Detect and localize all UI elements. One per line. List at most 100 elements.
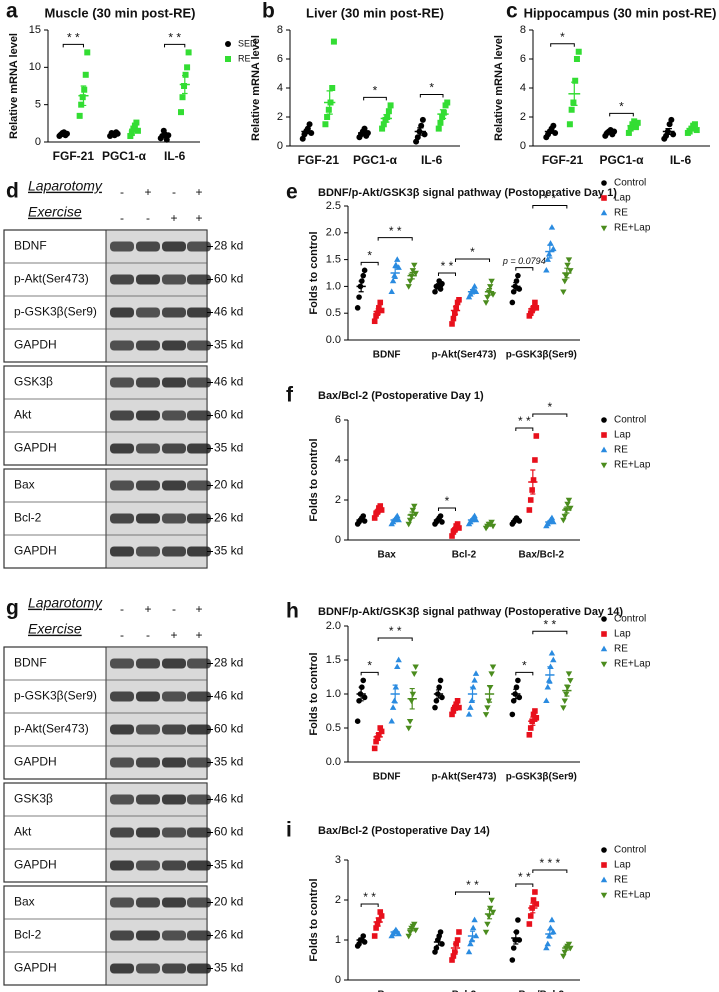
data-point [471,283,478,289]
data-point [419,116,426,123]
y-tick-label: 1.0 [326,280,341,292]
data-point [405,521,412,528]
blot-band [162,963,186,974]
data-point [486,905,494,912]
data-point [543,944,550,951]
protein-label: GAPDH [14,755,57,769]
data-point [374,735,381,741]
error-bar [564,267,570,279]
legend-marker [600,462,608,469]
data-point [567,268,574,274]
data-point [329,85,336,91]
legend-label: SED [238,38,257,48]
data-point [561,949,568,956]
data-point [472,670,480,676]
data-point [409,691,417,698]
blot-band [187,757,211,768]
data-point [532,299,538,306]
data-point [373,925,379,931]
x-tick-label: p-GSK3β(Ser9) [506,772,577,783]
significance-bracket [62,43,84,48]
condition-sign: - [120,211,124,225]
y-tick-label: 0 [35,136,41,148]
data-point [330,38,337,45]
data-point [437,677,444,684]
data-point [450,708,457,714]
data-point [532,708,538,714]
blot-band [110,241,134,252]
legend-marker [600,876,608,883]
data-point [526,507,533,513]
data-point [79,94,86,101]
blot-band [162,658,186,669]
error-bar [530,469,536,495]
x-tick-label: IL-6 [421,153,443,167]
blot-band [136,377,160,388]
data-point [391,272,398,278]
data-point [509,957,516,963]
legend-label: Control [614,178,646,189]
data-point [391,697,398,704]
data-point [405,933,412,940]
data-point [527,497,534,503]
size-label: 60 kd [214,825,243,839]
data-point [456,525,462,531]
error-bar [435,938,442,946]
chart-title: Hippocampus (30 min post-RE) [524,5,717,20]
blot-band [162,860,186,871]
blot-band [136,724,160,735]
data-point [527,913,534,919]
data-point [394,663,401,670]
error-bar [182,74,188,95]
blot-band [136,658,160,669]
blot-band [162,897,186,908]
protein-label: Akt [14,825,32,839]
data-point [437,119,444,126]
legend-marker [600,225,608,232]
data-point [560,953,567,960]
error-bar [530,716,536,726]
significance-bracket [360,903,379,907]
x-tick-label: Bax/Bcl-2 [519,990,565,992]
data-point [568,106,575,113]
significance-label: * * [441,259,454,273]
y-tick-label: 3 [335,854,341,866]
data-point [566,121,573,128]
blot-band [187,963,211,974]
data-point [454,698,461,704]
data-point [395,264,402,270]
legend-marker [601,180,607,186]
error-bar [486,287,493,296]
protein-label: Bax [14,478,35,492]
error-bar [360,130,367,135]
data-point [548,649,556,656]
error-bar [435,283,442,290]
data-point [562,691,570,698]
error-bar [452,526,459,532]
chart-title: Liver (30 min post-RE) [306,5,444,20]
blot-band [187,546,211,557]
data-point [432,704,438,711]
y-tick-label: 8 [520,24,526,36]
data-point [691,121,698,128]
data-point [356,294,362,300]
data-point [469,924,477,931]
data-point [394,256,401,262]
data-point [565,671,573,677]
size-label: 35 kd [214,544,243,558]
data-point [532,889,538,895]
data-point [471,677,478,683]
data-point [371,745,378,752]
error-bar [547,520,553,524]
condition-sign: - [120,185,124,199]
data-point [371,515,378,521]
data-point [573,56,580,62]
significance-label: * * [518,870,531,884]
error-bar [417,127,424,136]
data-point [392,683,400,690]
blot-band [136,757,160,768]
error-bar [630,122,637,129]
legend-label: Control [614,415,646,426]
condition-sign: - [146,628,150,642]
data-point [561,698,568,705]
